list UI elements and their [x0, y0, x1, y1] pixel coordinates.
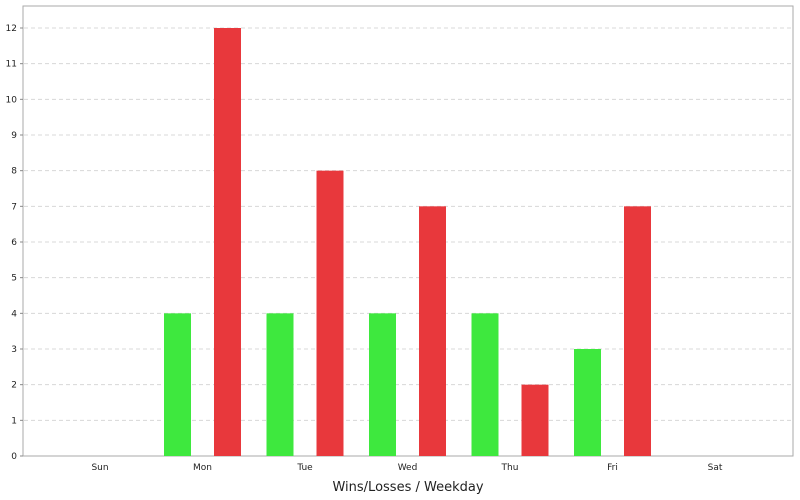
x-tick-label: Sat: [708, 463, 723, 473]
grid-lines: [24, 27, 792, 421]
bar: [624, 206, 651, 456]
y-tick-label: 6: [11, 238, 17, 248]
x-tick-label: Sun: [91, 463, 108, 473]
bar: [164, 313, 191, 456]
x-tick-label: Mon: [193, 463, 212, 473]
plot-background: [22, 5, 794, 457]
bar: [521, 384, 549, 456]
bar: [471, 313, 499, 456]
y-tick-label: 2: [11, 381, 17, 391]
bars: [164, 28, 651, 456]
x-axis-label: Wins/Losses / Weekday: [332, 480, 483, 495]
bar: [214, 28, 241, 456]
y-tick-label: 10: [6, 95, 18, 105]
y-tick-label: 4: [11, 309, 17, 319]
x-tick-label: Tue: [296, 463, 313, 473]
y-tick-label: 9: [11, 131, 17, 141]
bar: [316, 170, 344, 456]
x-tick-label: Thu: [501, 463, 519, 473]
x-axis-ticks: Sun Mon Tue Wed Thu Fri Sat: [91, 463, 722, 473]
y-tick-label: 5: [11, 274, 17, 284]
y-tick-label: 7: [11, 202, 17, 212]
bar: [419, 206, 446, 456]
y-tick-label: 11: [6, 60, 17, 70]
y-tick-label: 1: [11, 416, 17, 426]
bar: [574, 349, 601, 456]
y-tick-label: 0: [11, 452, 17, 462]
bar: [266, 313, 294, 456]
y-tick-label: 12: [6, 24, 17, 34]
x-tick-label: Fri: [607, 463, 618, 473]
y-tick-label: 3: [11, 345, 17, 355]
bar: [369, 313, 396, 456]
y-tick-label: 8: [11, 167, 17, 177]
x-tick-label: Wed: [398, 463, 418, 473]
